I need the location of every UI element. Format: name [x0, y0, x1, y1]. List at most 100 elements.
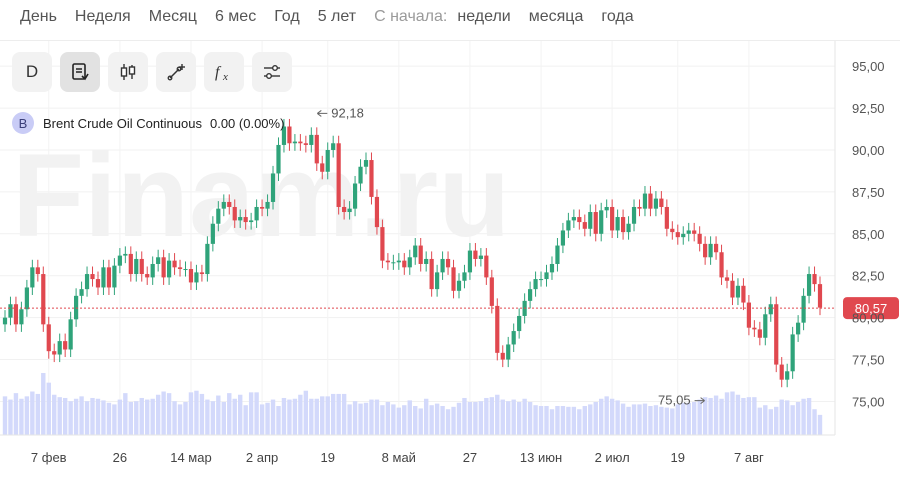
since-year[interactable]: года — [601, 8, 634, 25]
candle-body — [265, 201, 270, 209]
chart-type-button[interactable] — [60, 52, 100, 92]
volume-bar — [801, 398, 806, 435]
x-tick-label: 19 — [671, 450, 685, 465]
candlestick-button[interactable] — [108, 52, 148, 92]
candle-body — [648, 193, 653, 209]
y-tick-label: 82,50 — [852, 269, 885, 284]
y-tick-label: 85,00 — [852, 227, 885, 242]
draw-line-button[interactable] — [156, 52, 196, 92]
candle-body — [227, 201, 232, 207]
volume-bar — [806, 397, 812, 435]
candle-body — [161, 257, 166, 278]
price-chart[interactable]: Finam.ru 80,57 92,18 75,05 95,00 92,50 90,00… — [0, 41, 900, 491]
volume-bar — [380, 405, 385, 435]
period-week[interactable]: Неделя — [74, 8, 131, 25]
volume-bar — [817, 414, 823, 435]
x-tick-label: 13 июн — [520, 450, 562, 465]
candle-body — [380, 227, 385, 261]
volume-bar — [139, 397, 144, 435]
volume-bar — [265, 402, 270, 435]
candle-body — [68, 319, 73, 350]
candle-body — [199, 272, 205, 275]
volume-bar — [423, 398, 429, 435]
volume-bar — [276, 406, 281, 435]
candle-body — [495, 305, 500, 353]
volume-bar — [609, 398, 615, 435]
candle-body — [620, 217, 626, 233]
since-month[interactable]: месяца — [528, 8, 584, 25]
volume-bar — [128, 401, 134, 435]
period-5-years[interactable]: 5 лет — [317, 8, 357, 25]
period-6-months[interactable]: 6 мес — [214, 8, 257, 25]
candle-body — [489, 277, 494, 306]
volume-bar — [648, 406, 653, 435]
candle-body — [582, 222, 587, 229]
candle-body — [418, 245, 423, 264]
candle-body — [35, 267, 40, 275]
volume-bar — [784, 400, 790, 435]
instrument-change: 0.00 (0.00%) — [209, 115, 285, 131]
volume-bar — [675, 404, 680, 435]
volume-bar — [199, 393, 205, 435]
candle-body — [768, 304, 773, 315]
last-price-tag — [843, 297, 899, 320]
period-day[interactable]: День — [20, 8, 57, 25]
settings-button[interactable] — [252, 52, 292, 92]
period-month[interactable]: Месяц — [148, 8, 197, 25]
y-tick-label: 77,50 — [852, 353, 885, 368]
interval-button[interactable]: D — [12, 52, 52, 92]
instrument-badge[interactable]: B — [12, 112, 34, 134]
volume-bar — [347, 404, 352, 435]
candle-body — [473, 250, 478, 259]
candle-body — [577, 217, 582, 223]
candle-body — [238, 217, 243, 221]
volume-bar — [227, 393, 232, 435]
min-label: 75,05 — [658, 393, 691, 408]
candle-body — [817, 284, 823, 308]
candle-body — [128, 253, 133, 275]
volume-bar — [232, 398, 237, 435]
volume-bar — [462, 397, 467, 435]
candle-body — [566, 220, 571, 231]
candle-body — [555, 245, 560, 264]
y-tick-label: 90,00 — [852, 143, 885, 158]
candle-body — [801, 295, 806, 323]
candle-body — [166, 260, 172, 278]
volume-bar — [391, 404, 396, 435]
volume-bar — [719, 398, 724, 435]
candle-body — [221, 201, 226, 209]
candle-body — [533, 279, 538, 290]
volume-bar — [407, 400, 412, 435]
volume-bar — [57, 397, 62, 435]
candle-body — [172, 260, 177, 268]
volume-bar — [183, 401, 188, 435]
volume-bar — [702, 397, 708, 435]
chart-area[interactable]: Finam.ru 80,57 92,18 75,05 95,00 92,50 90,00… — [0, 41, 900, 491]
volume-bar — [177, 404, 183, 435]
volume-bar — [506, 401, 511, 435]
candle-body — [41, 274, 46, 325]
candle-body — [686, 230, 691, 234]
indicator-button[interactable]: f x — [204, 52, 244, 92]
volume-bar — [172, 401, 177, 435]
volume-bar — [216, 395, 221, 435]
volume-bar — [522, 398, 527, 435]
candle-body — [298, 141, 303, 144]
volume-bar — [369, 399, 374, 435]
volume-bar — [358, 403, 363, 435]
period-year[interactable]: Год — [274, 8, 300, 25]
y-tick-label: 92,50 — [852, 101, 885, 116]
volume-bar — [79, 396, 84, 435]
candle-body — [46, 324, 51, 352]
volume-bar — [790, 405, 795, 435]
volume-bar — [341, 393, 347, 435]
candle-body — [156, 257, 161, 264]
since-week[interactable]: недели — [457, 8, 511, 25]
candle-body — [538, 279, 544, 281]
volume-bar — [571, 406, 577, 435]
volume-bar — [112, 404, 117, 435]
volume-bar — [325, 396, 330, 435]
volume-bar — [2, 396, 8, 435]
draw-line-icon — [167, 64, 185, 81]
candle-body — [292, 141, 297, 144]
